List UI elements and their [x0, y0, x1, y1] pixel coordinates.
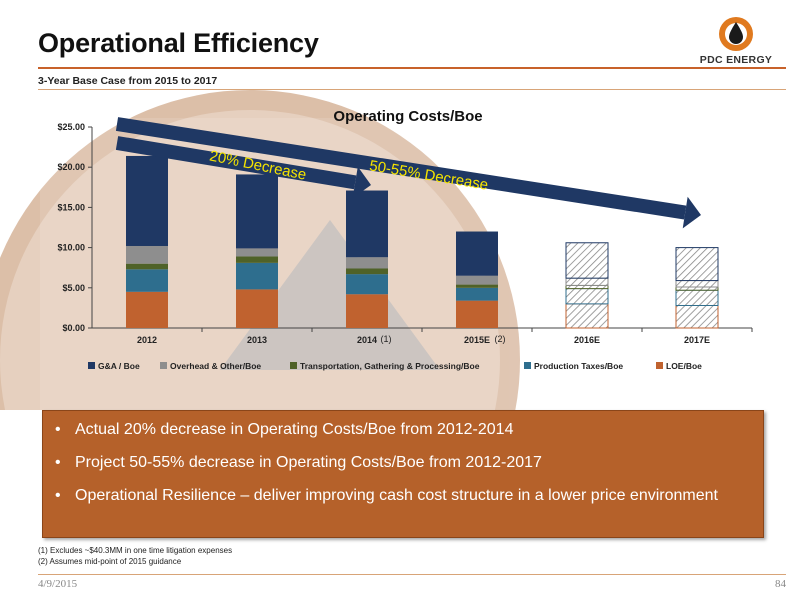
short-decrease-arrow [115, 136, 372, 199]
page-number: 84 [775, 578, 786, 590]
y-tick-label: $25.00 [57, 122, 85, 132]
bar-segment [126, 291, 168, 328]
bar-segment [126, 269, 168, 292]
x-tick-note: (2) [495, 334, 506, 344]
x-tick-label: 2014 [357, 335, 377, 345]
bar-segment [456, 300, 498, 328]
legend-swatch [656, 362, 663, 369]
bullet-item: Operational Resilience – deliver improvi… [55, 485, 747, 507]
bullet-item: Actual 20% decrease in Operating Costs/B… [55, 419, 747, 441]
bar-segment [565, 277, 609, 286]
bar-segment [456, 231, 498, 276]
bar-segment [675, 304, 719, 329]
oil-drop-icon [729, 22, 743, 44]
bar-segment [456, 287, 498, 301]
chart-title: Operating Costs/Boe [333, 108, 482, 125]
slide-date: 4/9/2015 [38, 578, 78, 590]
x-tick-note: (1) [381, 334, 392, 344]
title-rule [38, 67, 786, 69]
footnote-1: (1) Excludes ~$40.3MM in one time litiga… [38, 546, 233, 555]
bar-segment [675, 289, 719, 306]
y-tick-label: $10.00 [57, 243, 85, 253]
bar-segment [565, 288, 609, 305]
bar-segment [346, 294, 388, 328]
legend-swatch [290, 362, 297, 369]
subtitle-rule [38, 89, 786, 90]
y-tick-label: $5.00 [62, 283, 85, 293]
operating-costs-chart: Operating Costs/Boe $0.00 $5.00 $10.00 $15.… [0, 90, 753, 410]
legend-swatch [160, 362, 167, 369]
x-tick-label: 2017E [684, 335, 710, 345]
legend-label: Production Taxes/Boe [534, 361, 623, 371]
y-tick-label: $0.00 [62, 323, 85, 333]
bar-segment [126, 263, 168, 270]
bar-segment [346, 190, 388, 258]
bar-segment [126, 245, 168, 264]
legend-label: Transportation, Gathering & Processing/B… [300, 361, 480, 371]
arrow-head-icon [682, 196, 701, 229]
bar-segment [346, 268, 388, 275]
legend-label: Overhead & Other/Boe [170, 361, 261, 371]
bar-segment [126, 155, 168, 246]
footnote-2: (2) Assumes mid-point of 2015 guidance [38, 557, 182, 566]
arrow-head-icon [352, 166, 372, 199]
bar-segment [675, 280, 719, 288]
bar-segment [346, 257, 388, 269]
legend-label: LOE/Boe [666, 361, 702, 371]
long-decrease-arrow [115, 117, 701, 229]
bar-segment [236, 248, 278, 257]
legend-swatch [524, 362, 531, 369]
bar-segment [675, 247, 719, 282]
bar-segment [236, 289, 278, 328]
x-tick-label: 2015E [464, 335, 490, 345]
bar-segment [236, 262, 278, 290]
slide-subtitle: 3-Year Base Case from 2015 to 2017 [38, 75, 218, 87]
bar-segment [565, 303, 609, 329]
page-title: Operational Efficiency [38, 28, 319, 58]
y-tick-label: $15.00 [57, 202, 85, 212]
footer-rule [38, 574, 786, 575]
company-logo: PDC ENERGY [686, 14, 786, 66]
bar-segment [565, 242, 609, 279]
logo-text: PDC ENERGY [699, 54, 773, 66]
bar-segment [236, 174, 278, 249]
arrow-shaft [115, 117, 687, 220]
x-tick-label: 2012 [137, 335, 157, 345]
summary-bullets: Actual 20% decrease in Operating Costs/B… [42, 410, 764, 538]
legend-label: G&A / Boe [98, 361, 140, 371]
legend-swatch [88, 362, 95, 369]
x-tick-label: 2013 [247, 335, 267, 345]
bullet-item: Project 50-55% decrease in Operating Cos… [55, 452, 747, 474]
bar-segment [456, 284, 498, 288]
bar-segment [236, 256, 278, 263]
bar-segment [456, 275, 498, 285]
y-tick-label: $20.00 [57, 162, 85, 172]
arrow-shaft [115, 136, 357, 190]
x-tick-label: 2016E [574, 335, 600, 345]
bar-segment [346, 274, 388, 295]
